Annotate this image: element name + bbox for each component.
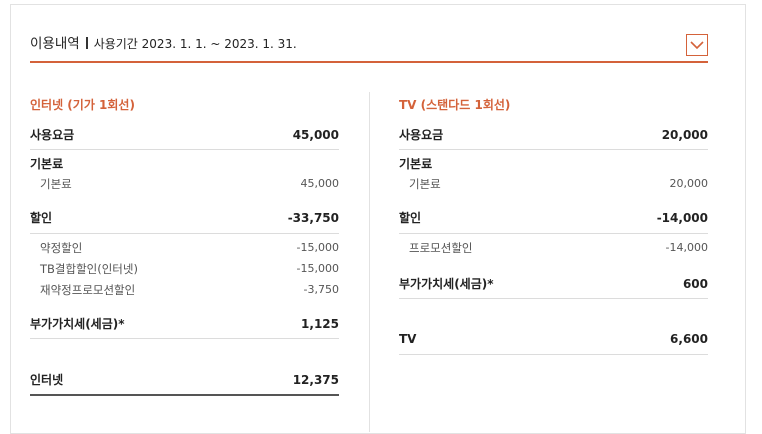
total-value: 12,375 [292, 373, 339, 387]
tv-usage-row: 사용요금 20,000 [399, 126, 708, 144]
basic-item-value: 20,000 [669, 177, 709, 190]
internet-discount-item: 약정할인 -15,000 [30, 239, 339, 257]
basic-item-value: 45,000 [300, 177, 340, 190]
basic-label: 기본료 [30, 157, 64, 171]
vat-label: 부가가치세(세금)* [399, 277, 494, 291]
discount-item-label: 프로모션할인 [409, 241, 473, 255]
total-label: TV [399, 332, 417, 346]
row-divider [30, 233, 339, 234]
discount-item-label: 약정할인 [40, 241, 83, 255]
column-divider [369, 92, 370, 432]
usage-label: 사용요금 [399, 128, 444, 142]
internet-total-row: 인터넷 12,375 [30, 371, 339, 389]
row-divider [399, 233, 708, 234]
tv-discount-row: 할인 -14,000 [399, 209, 708, 227]
internet-usage-row: 사용요금 45,000 [30, 126, 339, 144]
row-divider [399, 298, 708, 299]
internet-section-title: 인터넷 (기가 1회선) [30, 98, 135, 112]
chevron-down-icon [687, 35, 707, 55]
discount-item-value: -15,000 [296, 262, 339, 275]
vat-value: 600 [682, 277, 708, 291]
internet-discount-item: 재약정프로모션할인 -3,750 [30, 281, 339, 299]
discount-item-value: -14,000 [665, 241, 708, 254]
usage-panel [10, 4, 746, 434]
discount-value: -33,750 [287, 211, 339, 225]
tv-vat-row: 부가가치세(세금)* 600 [399, 275, 708, 293]
header-title-line: 이용내역 사용기간 2023. 1. 1. ~ 2023. 1. 31. [30, 32, 297, 52]
discount-label: 할인 [399, 211, 422, 225]
basic-label: 기본료 [399, 157, 433, 171]
discount-item-label: TB결합할인(인터넷) [40, 262, 138, 276]
tv-basic-row: 기본료 [399, 155, 708, 173]
usage-header: 이용내역 사용기간 2023. 1. 1. ~ 2023. 1. 31. [30, 28, 708, 63]
tv-discount-item: 프로모션할인 -14,000 [399, 239, 708, 257]
internet-vat-row: 부가가치세(세금)* 1,125 [30, 315, 339, 333]
usage-period: 사용기간 2023. 1. 1. ~ 2023. 1. 31. [93, 37, 297, 51]
tv-section-title: TV (스탠다드 1회선) [399, 98, 511, 112]
vat-label: 부가가치세(세금)* [30, 317, 125, 331]
page-title: 이용내역 [30, 36, 80, 52]
discount-item-value: -3,750 [303, 283, 339, 296]
total-divider [30, 394, 339, 396]
collapse-toggle-button[interactable] [686, 34, 708, 56]
internet-discount-row: 할인 -33,750 [30, 209, 339, 227]
total-label: 인터넷 [30, 373, 64, 387]
tv-total-row: TV 6,600 [399, 330, 708, 348]
total-value: 6,600 [670, 332, 708, 346]
tv-basic-item: 기본료 20,000 [399, 175, 708, 193]
internet-basic-item: 기본료 45,000 [30, 175, 339, 193]
internet-discount-item: TB결합할인(인터넷) -15,000 [30, 260, 339, 278]
discount-item-value: -15,000 [296, 241, 339, 254]
vat-value: 1,125 [301, 317, 339, 331]
basic-item-label: 기본료 [40, 177, 72, 191]
internet-basic-row: 기본료 [30, 155, 339, 173]
discount-label: 할인 [30, 211, 53, 225]
usage-value: 45,000 [292, 128, 339, 142]
basic-item-label: 기본료 [409, 177, 441, 191]
usage-label: 사용요금 [30, 128, 75, 142]
discount-item-label: 재약정프로모션할인 [40, 283, 136, 297]
usage-value: 20,000 [661, 128, 708, 142]
row-divider [30, 338, 339, 339]
discount-value: -14,000 [656, 211, 708, 225]
title-separator [85, 37, 88, 49]
total-divider [399, 354, 708, 355]
row-divider [399, 149, 708, 150]
row-divider [30, 149, 339, 150]
